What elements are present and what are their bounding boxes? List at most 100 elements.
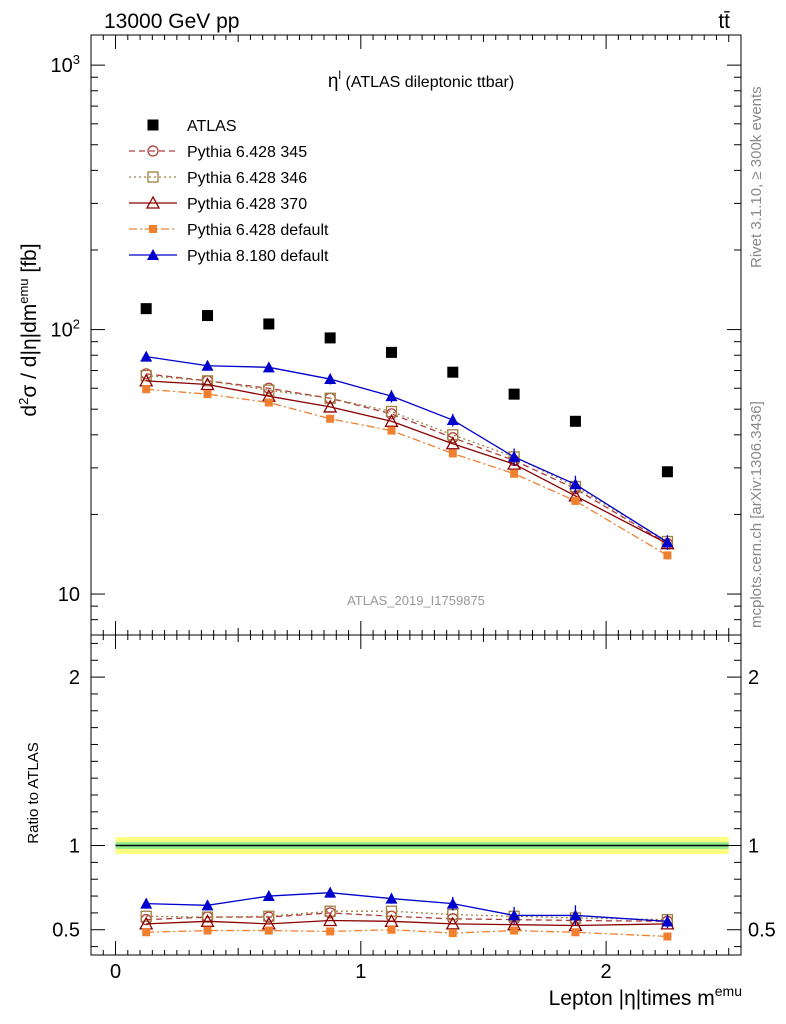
data-point [149,225,157,233]
data-point [142,385,151,394]
data-point [569,478,582,490]
data-point [202,310,214,322]
header-left: 13000 GeV pp [104,10,239,33]
data-point [385,346,397,358]
data-point [448,449,457,458]
data-point [140,303,152,315]
ratio-series-line [146,910,668,921]
main-series-line [146,373,668,545]
data-point [200,913,215,927]
data-point [384,413,399,427]
data-point [569,415,581,427]
data-point [323,913,338,927]
legend-label: Pythia 8.180 default [187,248,329,265]
main-series-line [146,388,668,556]
data-point [385,892,398,904]
data-point [387,925,396,934]
data-point [324,905,336,917]
legend-label: Pythia 6.428 346 [187,170,307,187]
data-point [323,399,338,413]
data-point [264,398,273,407]
ratio-frame [90,634,742,956]
data-point [571,928,580,937]
data-point [147,171,159,183]
data-point [445,436,460,450]
data-point [201,359,214,371]
data-point [661,536,674,548]
legend-label: ATLAS [187,118,237,135]
main-y-tick-label: 103 [51,52,80,77]
data-point [324,332,336,344]
main-y-tick-label: 10 [58,584,80,606]
ratio-y-tick-label-right: 0.5 [748,920,776,942]
ratio-y-tick-label-right: 1 [748,836,759,858]
ratio-y-tick-label-right: 2 [748,667,759,689]
text-layer: 13000 GeV pp tt̄ ηl (ATLAS dileptonic tt… [16,10,765,1010]
data-point [140,369,152,382]
data-point [326,927,335,936]
data-point [203,390,212,399]
data-point [387,426,396,435]
data-point [508,388,520,400]
data-point [201,375,214,387]
main-panel: 10 102 103 ATLAS Pythia 6.428 345 Pythia 6.42… [51,34,742,636]
data-point [571,496,580,505]
data-point [147,119,159,131]
ratio-series-line [146,919,668,927]
main-series-line [146,374,668,543]
data-point [140,910,152,922]
header-right: tt̄ [718,10,730,33]
data-point [201,911,214,923]
data-point [263,384,275,396]
data-point [663,932,672,941]
data-point [508,909,521,921]
data-point [569,909,582,921]
data-point [446,414,459,426]
data-point [324,886,337,898]
legend-label: Pythia 6.428 345 [187,144,307,161]
data-point [510,926,519,935]
data-point [201,899,214,911]
analysis-watermark: ATLAS_2019_I1759875 [347,593,485,608]
data-point [448,929,457,938]
ratio-y-tick-label: 1 [69,836,80,858]
data-point [147,145,159,157]
data-point [262,361,275,373]
data-point [385,408,398,420]
data-point [203,926,212,935]
data-point [507,456,522,470]
data-point [263,318,275,330]
mcplots-label: mcplots.cern.ch [arXiv:1306.3436] [748,401,765,628]
ratio-series-line [146,929,668,938]
x-tick-label: 1 [355,961,366,983]
data-point [263,910,275,922]
rivet-label: Rivet 3.1.10, ≥ 300k events [748,86,765,268]
data-point [326,414,335,423]
data-point [447,429,459,441]
data-point [140,897,153,909]
data-point [445,916,460,930]
legend-label: Pythia 6.428 370 [187,196,307,213]
data-point [140,350,153,362]
main-series-line [146,380,668,545]
data-point [661,915,674,927]
data-point [145,195,161,209]
data-point [661,466,673,478]
ratio-y-tick-label: 0.5 [52,920,80,942]
main-series-line [146,356,668,543]
y-axis-label-ratio: Ratio to ATLAS [25,742,42,843]
x-tick-label: 0 [110,961,121,983]
plot-title: ηl (ATLAS dileptonic ttbar) [328,68,514,92]
x-axis-label: Lepton |η|times memu [549,983,742,1010]
data-point [324,373,337,385]
ratio-y-tick-label: 2 [69,667,80,689]
y-axis-label-main: d2σ / d|η|dmemu [fb] [16,243,41,416]
legend-label: Pythia 6.428 default [187,222,329,239]
main-y-tick-label: 102 [51,317,80,342]
data-point [508,450,521,462]
data-point [324,392,336,404]
ratio-series-line [146,912,668,922]
data-point [200,377,215,391]
ratio-panel: 0 1 2 0.5 0.5 1 1 2 2 [52,634,776,983]
